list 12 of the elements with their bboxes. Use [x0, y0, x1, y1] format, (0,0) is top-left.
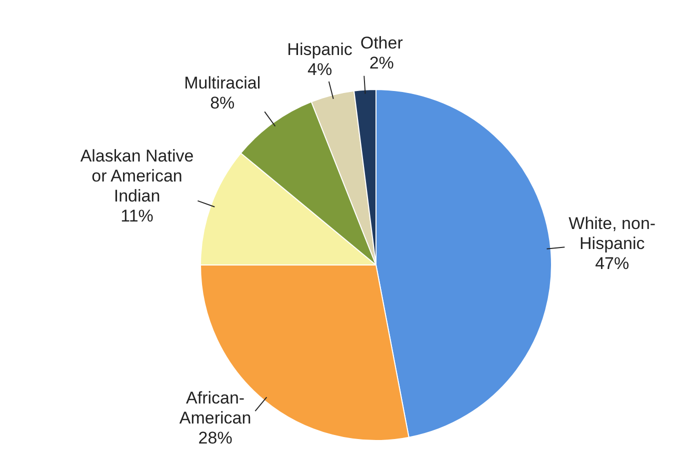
data-label: 11% — [120, 206, 154, 226]
data-label: 8% — [210, 94, 235, 113]
data-label: 4% — [307, 60, 332, 79]
slice-label: Other — [360, 34, 404, 53]
slice-label: Alaskan Native or American Indian — [80, 146, 194, 206]
slice-label: Multiracial — [184, 74, 261, 93]
data-label: 2% — [369, 54, 394, 73]
data-label: 47% — [595, 254, 630, 273]
slice-label: White, non-Hispanic — [568, 214, 656, 253]
slice-label: Hispanic — [287, 40, 353, 59]
data-label: 28% — [198, 428, 232, 448]
slice-label: African-American — [179, 388, 252, 428]
